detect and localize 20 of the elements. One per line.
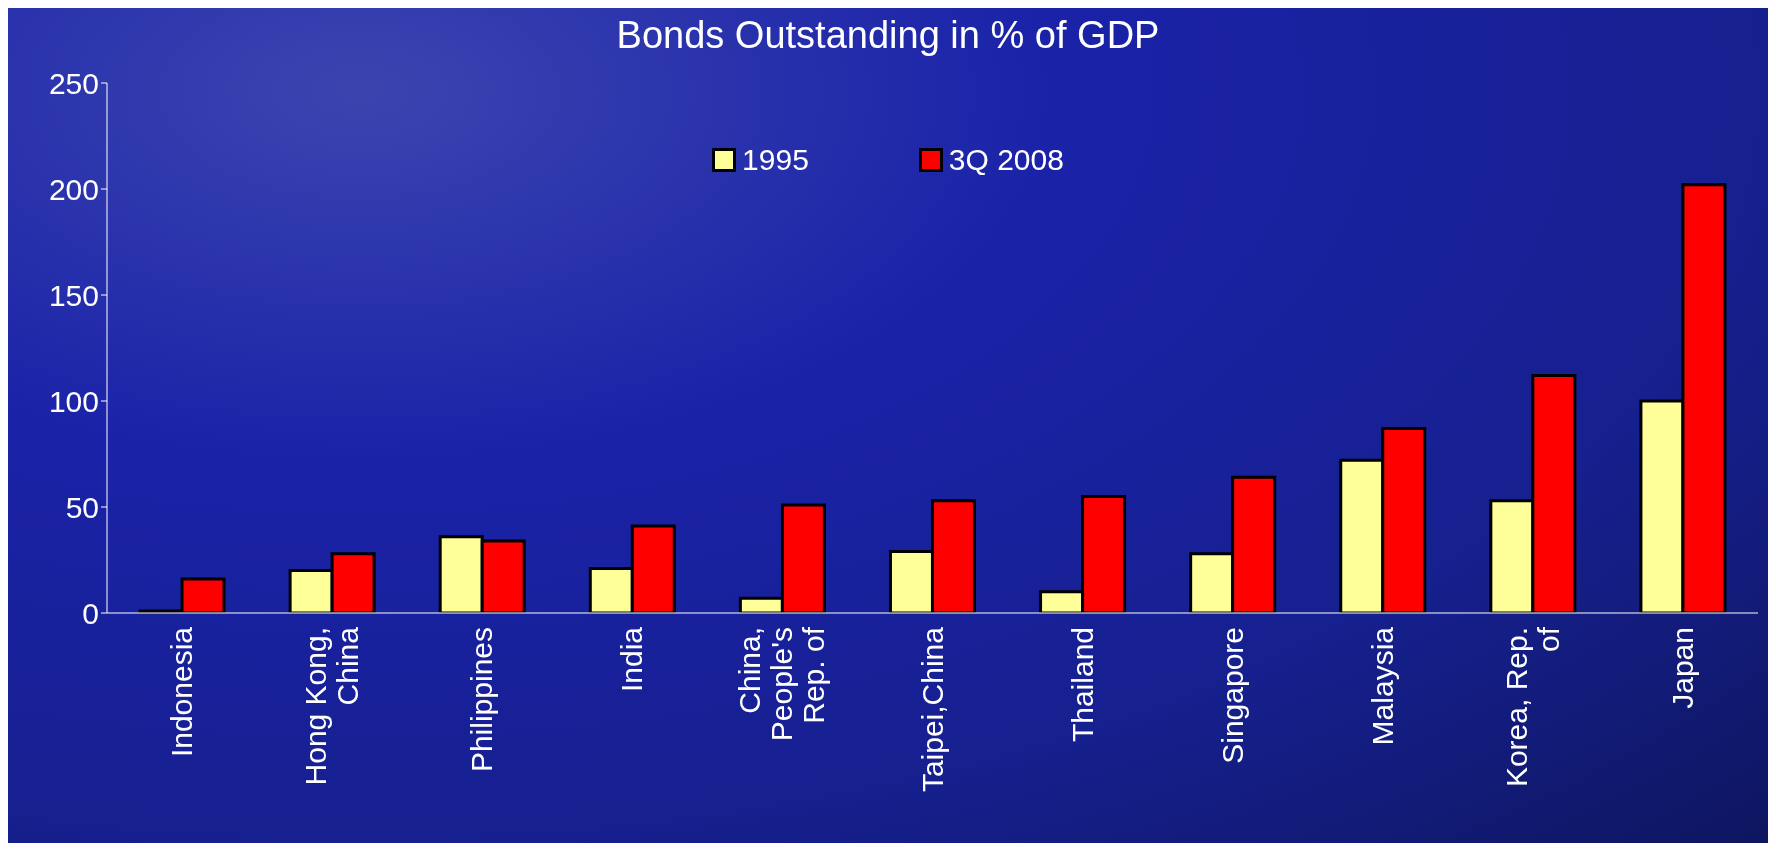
x-tick-label: India [615, 626, 649, 693]
x-tick-label: Korea, Rep. of [1499, 626, 1565, 788]
y-tick-label: 250 [48, 66, 99, 100]
legend-label: 3Q 2008 [948, 143, 1064, 177]
x-tick-label: Taipei,China [915, 626, 949, 793]
x-tick-label: Singapore [1215, 627, 1249, 764]
x-tick-label: Malaysia [1365, 626, 1399, 746]
x-tick-label: Thailand [1065, 627, 1099, 743]
y-tick-label: 100 [48, 384, 99, 418]
y-tick-label: 50 [65, 490, 99, 524]
x-tick-label: Hong Kong, China [299, 626, 365, 786]
chart-title: Bonds Outstanding in % of GDP [615, 14, 1161, 57]
x-tick-label: Japan [1665, 627, 1699, 709]
x-tick-label: Philippines [465, 627, 499, 773]
y-tick-label: 0 [82, 596, 99, 630]
x-tick-label: China, People's Rep. of [733, 626, 831, 742]
legend-label: 1995 [742, 143, 809, 177]
y-tick-label: 150 [48, 278, 99, 312]
y-tick-label: 200 [48, 172, 99, 206]
x-tick-label: Indonesia [165, 626, 199, 758]
